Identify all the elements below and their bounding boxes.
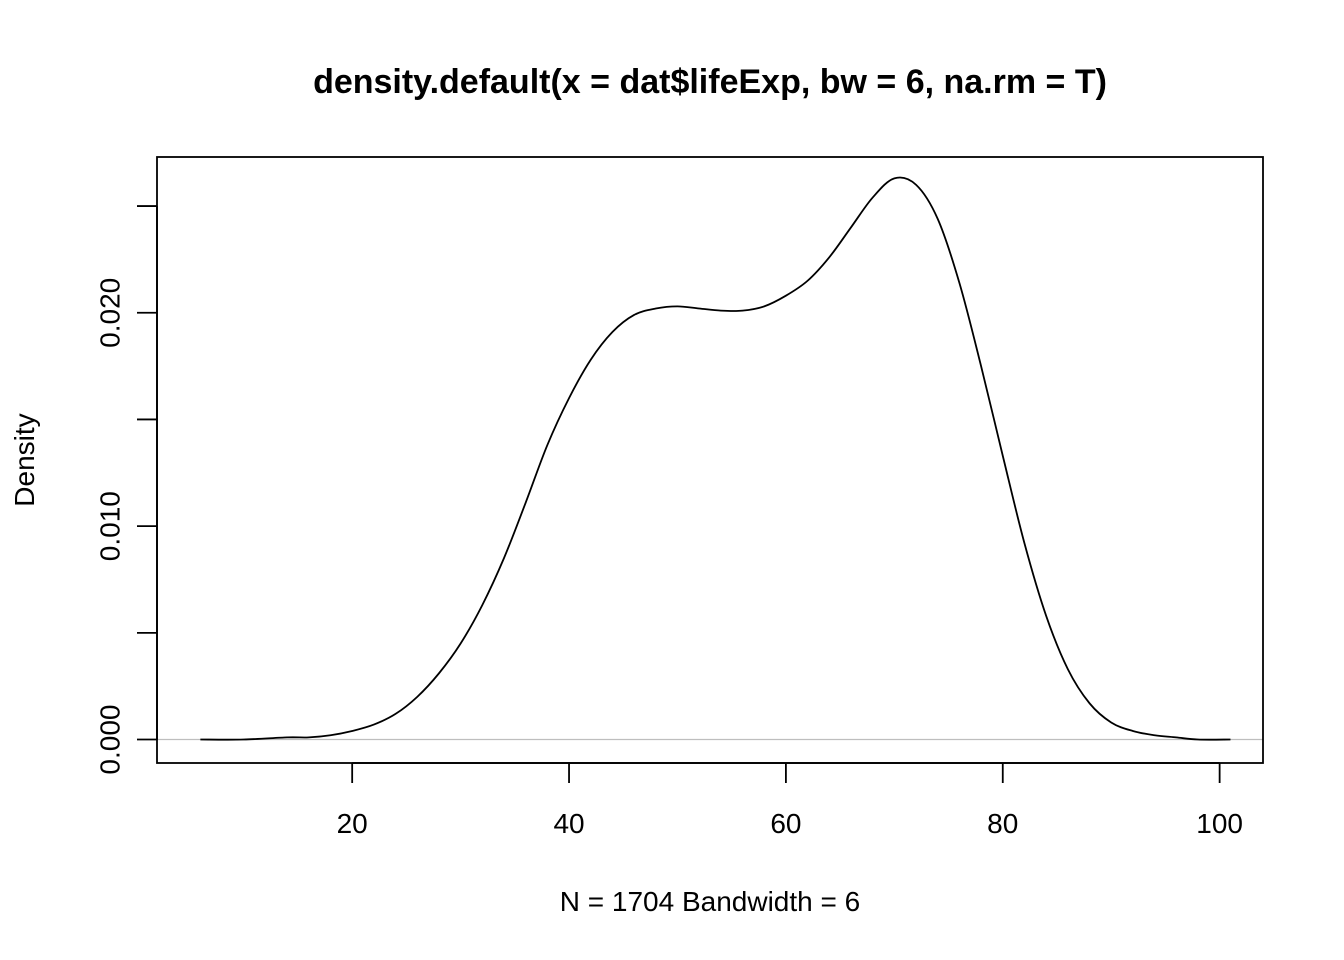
- x-tick-label: 40: [553, 808, 584, 839]
- y-tick-label: 0.000: [94, 704, 125, 774]
- y-axis-label: Density: [9, 413, 40, 506]
- x-axis: 20 40 60 80 100: [337, 762, 1243, 839]
- x-axis-label: N = 1704 Bandwidth = 6: [560, 886, 860, 917]
- x-tick-label: 60: [770, 808, 801, 839]
- y-tick-label: 0.020: [94, 278, 125, 348]
- chart-title: density.default(x = dat$lifeExp, bw = 6,…: [313, 63, 1107, 101]
- x-tick-label: 100: [1196, 808, 1243, 839]
- y-tick-label: 0.010: [94, 491, 125, 561]
- density-curve-0: [200, 176, 1231, 741]
- plot-frame: [156, 156, 1264, 764]
- plot-area: [156, 156, 1264, 764]
- y-axis: 0.000 0.010 0.020: [94, 205, 158, 775]
- x-tick-label: 20: [337, 808, 368, 839]
- x-tick-label: 80: [987, 808, 1018, 839]
